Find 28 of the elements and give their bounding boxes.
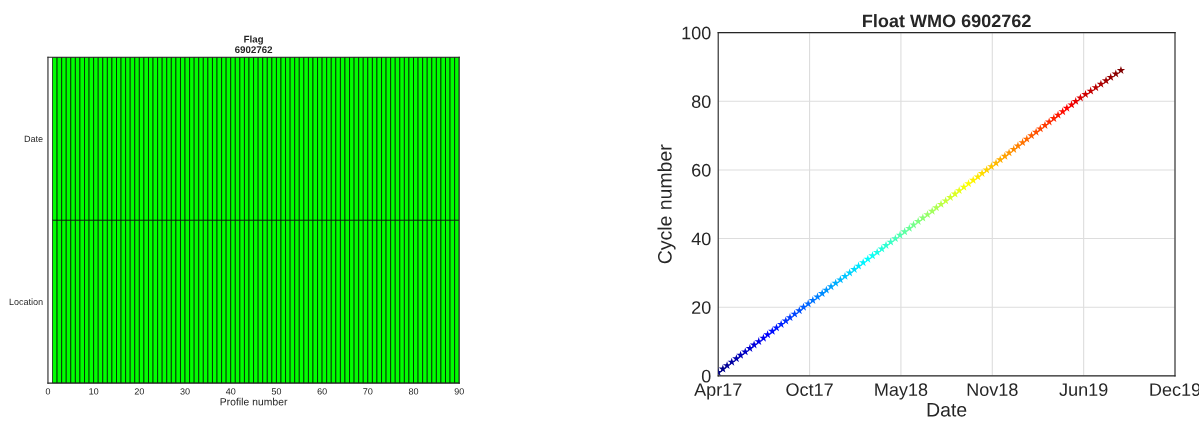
y-tick-label: 40 [691,232,711,246]
x-tick-label: Nov18 [967,383,1018,397]
x-tick-label: 50 [271,388,282,395]
chart-title: Float WMO 6902762 [863,14,1031,28]
x-axis-title: Profile number [220,397,288,406]
x-tick-label: 70 [363,388,373,395]
y-tick-label: 20 [692,301,711,314]
chart-title: Flag 6902762 [235,35,273,54]
series-label: Date [24,135,43,143]
x-tick-label: Oct17 [786,383,833,397]
y-tick-label: 80 [691,95,711,109]
x-tick-label: Apr17 [694,383,742,400]
x-tick-label: May18 [875,383,928,400]
x-tick-label: 60 [317,388,327,395]
x-tick-label: 20 [134,388,145,395]
x-tick-label: 80 [408,388,419,395]
y-axis-title: Cycle number [657,144,676,264]
x-tick-label: 0 [45,388,51,395]
y-tick-label: 100 [682,26,711,40]
series-label: Location [9,298,43,306]
y-tick-label: 0 [701,369,711,383]
x-tick-label: 90 [454,388,464,395]
x-tick-label: 10 [89,388,99,395]
x-tick-label: 30 [180,388,190,395]
x-tick-label: 40 [225,388,236,395]
x-tick-label: Jun19 [1059,383,1108,397]
y-tick-label: 60 [692,163,711,177]
x-axis-title: Date [927,403,967,417]
